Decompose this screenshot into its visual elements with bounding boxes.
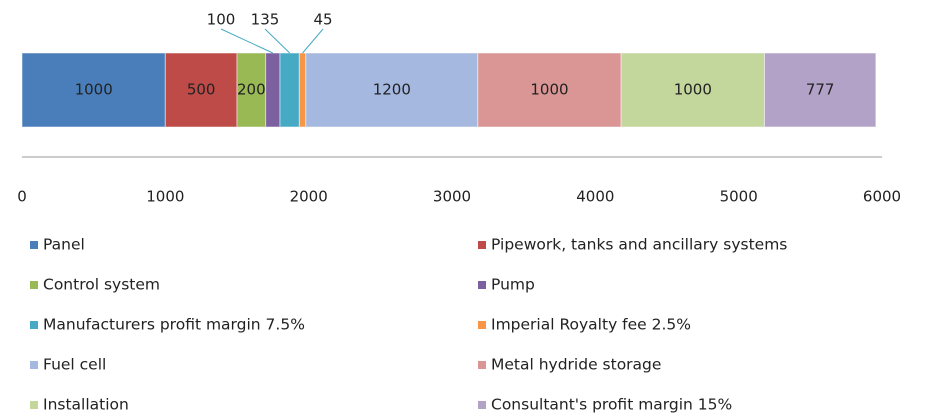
legend-swatch — [478, 281, 486, 289]
bar-segment — [236, 52, 267, 128]
bar-segment — [763, 52, 877, 128]
data-label: 45 — [313, 11, 332, 29]
data-label: 1000 — [674, 81, 712, 99]
bar-segment — [164, 52, 238, 128]
legend-label: Metal hydride storage — [491, 356, 661, 374]
legend-label: Control system — [43, 276, 160, 294]
legend-label: Panel — [43, 236, 85, 254]
legend-label: Imperial Royalty fee 2.5% — [491, 316, 691, 334]
data-label: 100 — [207, 11, 236, 29]
leader-line — [220, 28, 274, 54]
x-tick-label: 6000 — [863, 188, 901, 206]
x-tick-label: 5000 — [720, 188, 758, 206]
legend-swatch — [478, 361, 486, 369]
data-label: 135 — [251, 11, 280, 29]
legend-label: Manufacturers profit margin 7.5% — [43, 316, 305, 334]
bar-segment — [298, 52, 307, 128]
bar-segment — [265, 52, 281, 128]
legend-swatch — [30, 321, 38, 329]
data-label: 1200 — [373, 81, 411, 99]
legend-label: Pump — [491, 276, 535, 294]
x-tick-label: 2000 — [290, 188, 328, 206]
legend-swatch — [30, 281, 38, 289]
legend-swatch — [30, 401, 38, 409]
legend-label: Consultant's profit margin 15% — [491, 396, 732, 413]
data-label: 200 — [237, 81, 266, 99]
legend-swatch — [30, 361, 38, 369]
x-tick-label: 3000 — [433, 188, 471, 206]
bar-segment — [279, 52, 300, 128]
leader-line — [302, 28, 324, 54]
legend-label: Fuel cell — [43, 356, 106, 374]
x-tick-label: 1000 — [146, 188, 184, 206]
legend-swatch — [30, 241, 38, 249]
data-label: 1000 — [75, 81, 113, 99]
data-label: 1000 — [530, 81, 568, 99]
legend-swatch — [478, 241, 486, 249]
x-tick-label: 0 — [17, 188, 27, 206]
data-label: 500 — [187, 81, 216, 99]
legend-label: Pipework, tanks and ancillary systems — [491, 236, 787, 254]
data-label: 777 — [806, 81, 835, 99]
legend-swatch — [478, 401, 486, 409]
legend-label: Installation — [43, 396, 129, 413]
bar-segment — [21, 52, 166, 128]
bar-segment — [620, 52, 765, 128]
x-tick-label: 4000 — [576, 188, 614, 206]
leader-line — [264, 28, 291, 54]
legend-swatch — [478, 321, 486, 329]
